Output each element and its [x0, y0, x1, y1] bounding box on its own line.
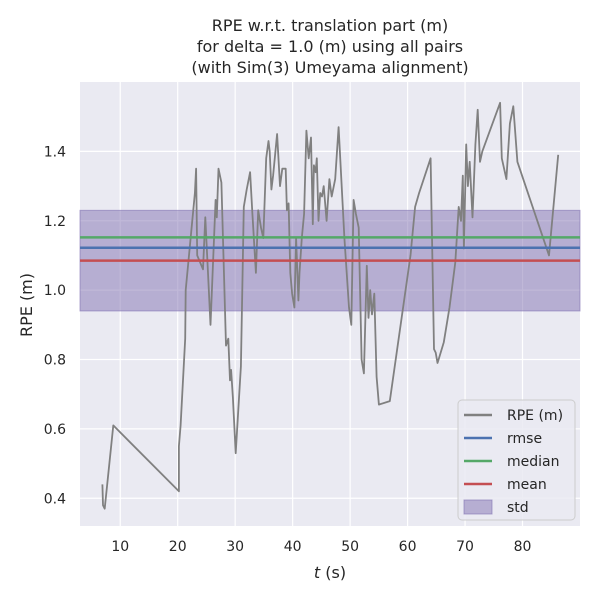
y-tick-label: 1.4 [44, 144, 66, 160]
y-tick-label: 1.2 [44, 214, 66, 230]
x-axis-label-unit: (s) [320, 563, 346, 582]
chart-title-line-2: for delta = 1.0 (m) using all pairs [197, 37, 463, 56]
x-tick-labels: 10 20 30 40 50 60 70 80 [111, 539, 531, 555]
x-tick-label: 10 [111, 539, 129, 555]
y-tick-label: 0.4 [44, 491, 66, 507]
x-tick-label: 50 [341, 539, 359, 555]
rpe-series-line [101, 101, 560, 510]
y-tick-label: 0.6 [44, 422, 66, 438]
legend-swatch-std [463, 499, 493, 515]
x-tick-label: 40 [284, 539, 302, 555]
x-axis-label: t (s) [314, 563, 346, 582]
x-tick-label: 70 [456, 539, 474, 555]
plot-area [79, 82, 581, 526]
legend: RPE (m) rmse median mean std [457, 399, 576, 521]
legend-label: median [507, 454, 559, 470]
y-tick-label: 0.8 [44, 353, 66, 369]
y-axis-label: RPE (m) [17, 273, 36, 337]
legend-label: RPE (m) [507, 408, 563, 424]
chart-title-line-3: (with Sim(3) Umeyama alignment) [191, 58, 468, 77]
y-tick-labels: 0.4 0.6 0.8 1.0 1.2 1.4 [44, 144, 66, 507]
legend-box [457, 399, 576, 521]
x-tick-label: 80 [514, 539, 532, 555]
chart-title-line-1: RPE w.r.t. translation part (m) [212, 16, 448, 35]
x-tick-label: 30 [226, 539, 244, 555]
x-tick-label: 60 [399, 539, 417, 555]
legend-label: std [507, 500, 529, 516]
legend-label: rmse [507, 431, 542, 447]
y-tick-label: 1.0 [44, 283, 66, 299]
x-tick-label: 20 [169, 539, 187, 555]
x-axis-label-var: t [314, 563, 321, 582]
legend-label: mean [507, 477, 547, 493]
